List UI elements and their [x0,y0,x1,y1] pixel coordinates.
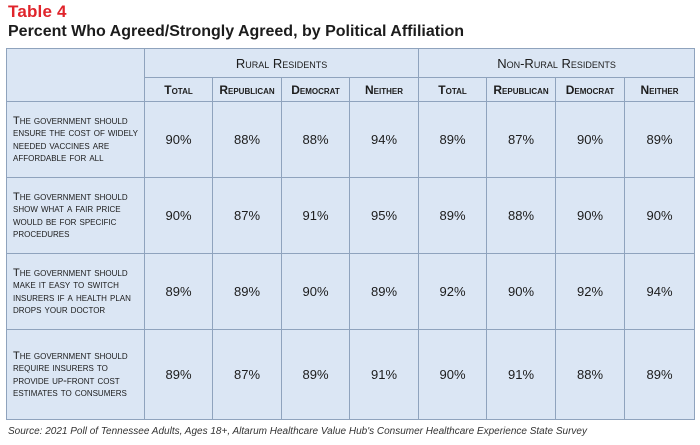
column-header: Democrat [555,77,626,102]
row-statement: The government should ensure the cost of… [6,101,145,178]
table-cell: 88% [281,101,350,178]
table-cell: 94% [348,101,420,178]
table-cell: 88% [555,329,626,420]
table-cell: 90% [624,177,696,254]
table-title: Percent Who Agreed/Strongly Agreed, by P… [8,23,465,40]
group-header-row: Rural Residents Non-Rural Residents [6,48,696,102]
table-cell: 90% [555,101,626,178]
source-note: Source: 2021 Poll of Tennessee Adults, A… [8,426,587,437]
table-cell: 89% [144,329,213,420]
table-cell: 91% [281,177,350,254]
table-cell: 92% [418,253,488,330]
group-header-nonrural: Non-Rural Residents [418,48,696,78]
table-cell: 89% [281,329,350,420]
table-cell: 89% [212,253,282,330]
column-header: Total [418,77,488,102]
group-header-rural: Rural Residents [143,48,420,78]
table-cell: 90% [418,329,488,420]
table-cell: 90% [144,101,213,178]
data-table-container: Rural Residents Non-Rural Residents Tota… [6,48,696,420]
table-cell: 91% [486,329,557,420]
table-cell: 87% [212,177,282,254]
table-cell: 91% [348,329,420,420]
table-cell: 94% [624,253,696,330]
table-cell: 87% [486,101,557,178]
column-header: Neither [348,77,420,102]
table-cell: 89% [348,253,420,330]
table-cell: 90% [281,253,350,330]
table-row: The government should make it easy to sw… [6,253,696,330]
table-cell: 90% [555,177,626,254]
table-cell: 95% [348,177,420,254]
table-cell: 90% [144,177,213,254]
table-cell: 92% [555,253,626,330]
column-header-row: Total Republican Democrat Neither Total … [7,77,696,102]
table-cell: 89% [144,253,213,330]
column-header: Democrat [281,77,350,102]
table-cell: 89% [624,329,696,420]
table-row: The government should show what a fair p… [6,177,696,254]
table-cell: 89% [418,101,488,178]
column-header: Total [144,77,213,102]
row-statement: The government should show what a fair p… [6,177,145,254]
data-table: Rural Residents Non-Rural Residents Tota… [6,48,696,420]
column-header: Republican [212,77,282,102]
column-header: Neither [624,77,696,102]
corner-cell [6,48,145,102]
row-statement: The government should require insurers t… [6,329,145,420]
table-cell: 88% [212,101,282,178]
table-label: Table 4 [8,2,67,21]
table-cell: 89% [418,177,488,254]
table-cell: 88% [486,177,557,254]
table-cell: 90% [486,253,557,330]
table-cell: 87% [212,329,282,420]
row-statement: The government should make it easy to sw… [6,253,145,330]
table-cell: 89% [624,101,696,178]
table-row: The government should ensure the cost of… [6,101,696,178]
table-row: The government should require insurers t… [6,329,696,420]
column-header: Republican [486,77,557,102]
